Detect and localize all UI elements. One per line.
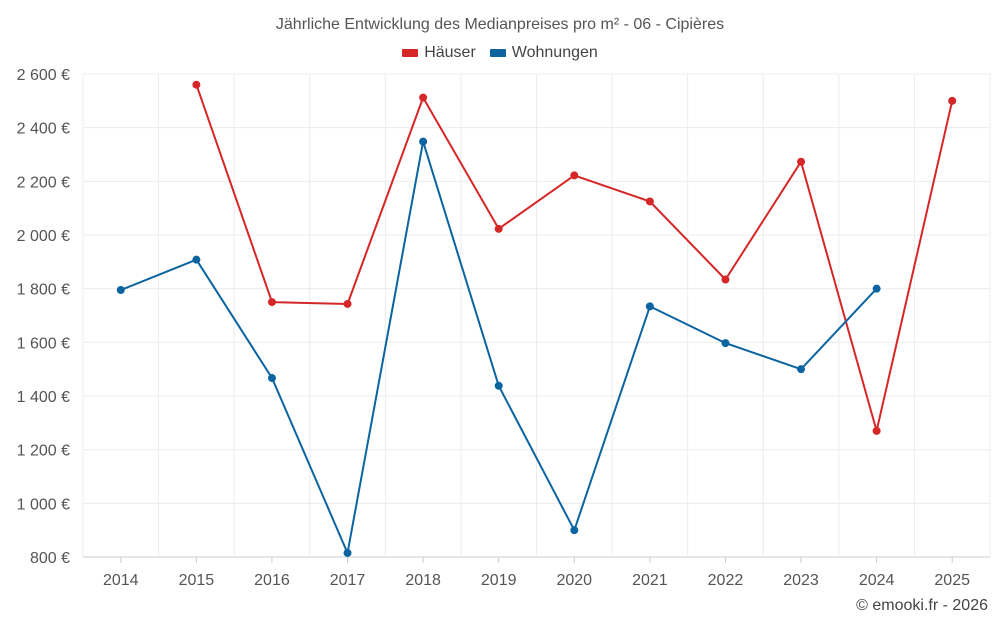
data-point-wohnungen (494, 381, 503, 390)
x-tick-label: 2023 (783, 572, 819, 589)
x-tick-label: 2019 (481, 572, 517, 589)
legend-item-wohnungen[interactable]: Wohnungen (489, 44, 598, 62)
data-point-wohnungen (343, 548, 352, 557)
data-point-wohnungen (192, 255, 201, 264)
data-point-wohnungen (267, 374, 276, 383)
copyright-credit: © emooki.fr - 2026 (856, 597, 988, 614)
data-point-haeuser (419, 93, 428, 102)
legend-item-haeuser[interactable]: Häuser (402, 44, 476, 62)
x-tick-label: 2025 (934, 572, 970, 589)
y-tick-label: 800 € (30, 550, 70, 567)
x-tick-label: 2014 (103, 572, 139, 589)
data-point-haeuser (267, 298, 276, 307)
y-tick-label: 2 200 € (17, 174, 70, 191)
data-point-wohnungen (872, 284, 881, 293)
legend-swatch-haeuser (402, 49, 419, 57)
y-tick-label: 1 400 € (17, 389, 70, 406)
data-point-haeuser (494, 224, 503, 233)
x-tick-label: 2017 (330, 572, 366, 589)
data-point-wohnungen (721, 339, 730, 348)
legend-swatch-wohnungen (489, 49, 506, 57)
y-tick-label: 2 600 € (17, 67, 70, 84)
data-point-haeuser (948, 96, 957, 105)
y-tick-label: 1 800 € (17, 282, 70, 299)
data-point-haeuser (797, 157, 806, 166)
y-tick-label: 2 000 € (17, 228, 70, 245)
x-tick-label: 2015 (179, 572, 215, 589)
x-tick-label: 2020 (556, 572, 592, 589)
data-point-haeuser (343, 299, 352, 308)
data-point-wohnungen (570, 526, 579, 535)
data-point-haeuser (570, 171, 579, 180)
data-point-haeuser (192, 80, 201, 89)
data-point-haeuser (872, 426, 881, 435)
legend-label-haeuser: Häuser (424, 44, 476, 61)
chart-title: Jährliche Entwicklung des Medianpreises … (275, 16, 725, 33)
y-tick-label: 1 600 € (17, 335, 70, 352)
y-tick-label: 1 200 € (17, 443, 70, 460)
y-tick-label: 1 000 € (17, 496, 70, 513)
y-tick-label: 2 400 € (17, 121, 70, 138)
x-tick-label: 2024 (859, 572, 895, 589)
x-tick-label: 2016 (254, 572, 290, 589)
data-point-wohnungen (419, 137, 428, 146)
data-point-wohnungen (645, 302, 654, 311)
data-point-haeuser (721, 275, 730, 284)
legend-label-wohnungen: Wohnungen (511, 44, 598, 61)
x-tick-label: 2022 (708, 572, 744, 589)
x-tick-label: 2018 (405, 572, 441, 589)
x-tick-label: 2021 (632, 572, 668, 589)
data-point-haeuser (645, 197, 654, 206)
data-point-wohnungen (116, 286, 125, 295)
data-point-wohnungen (797, 365, 806, 374)
chart-legend: Häuser Wohnungen (0, 44, 1000, 62)
